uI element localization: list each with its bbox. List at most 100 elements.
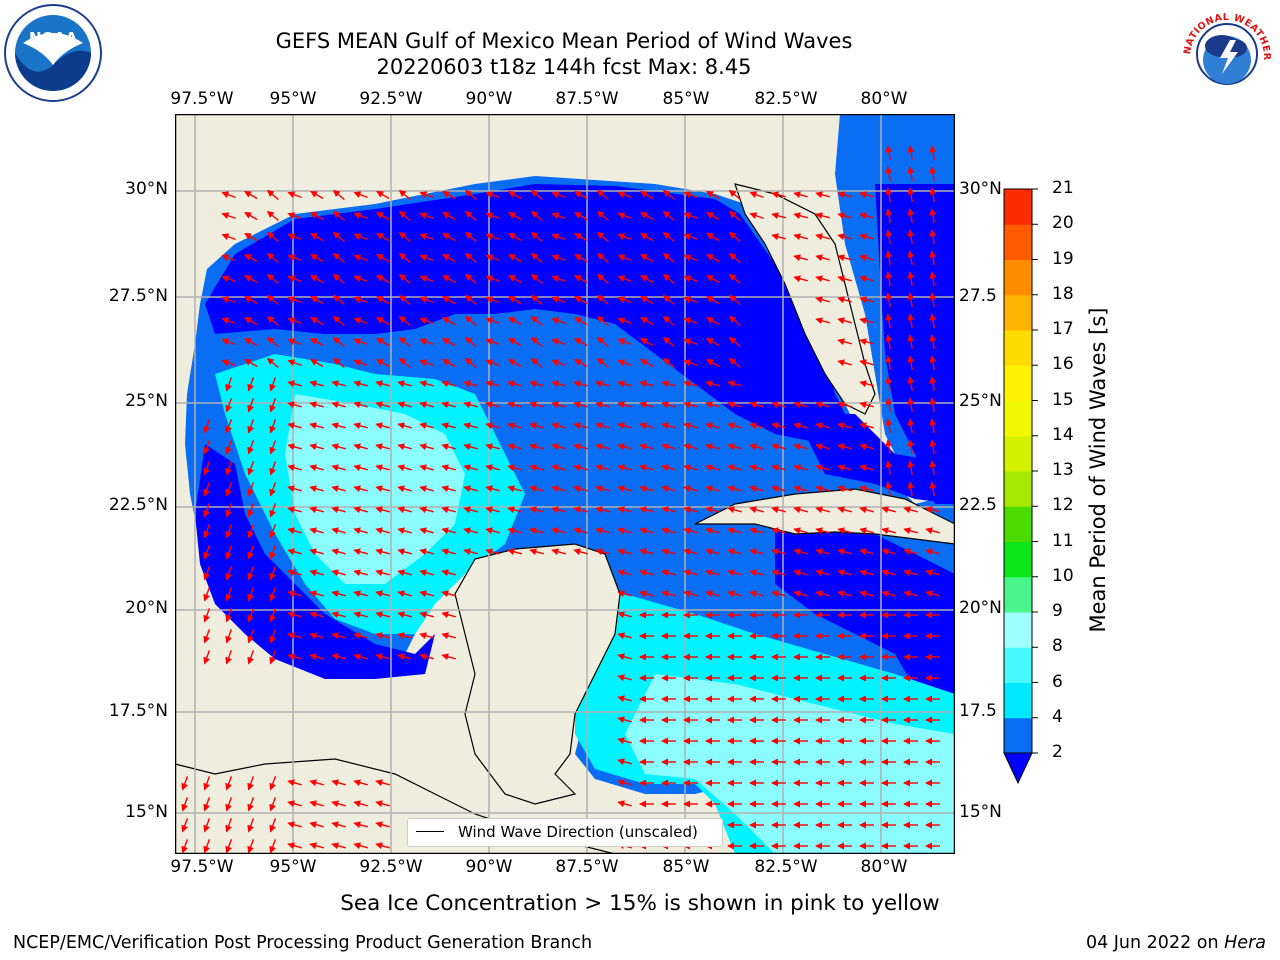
wind-wave-arrow xyxy=(596,210,609,222)
wind-wave-arrow xyxy=(221,338,236,346)
wind-wave-arrow xyxy=(309,401,324,409)
wind-wave-arrow xyxy=(353,548,368,556)
wind-wave-arrow xyxy=(309,422,324,430)
wind-wave-arrow xyxy=(398,273,411,285)
colorbar-tick-label: 17 xyxy=(1052,319,1074,339)
wind-wave-arrow xyxy=(247,629,255,644)
wind-wave-arrow xyxy=(728,357,741,369)
wind-wave-arrow xyxy=(907,376,915,392)
wind-wave-arrow xyxy=(793,422,808,430)
colorbar-tick-label: 15 xyxy=(1052,389,1074,410)
wind-wave-arrow xyxy=(885,187,893,203)
wind-wave-arrow xyxy=(815,317,830,325)
wind-wave-arrow xyxy=(485,443,500,451)
wind-wave-arrow xyxy=(859,359,874,367)
wind-wave-arrow xyxy=(331,506,346,514)
wind-wave-arrow xyxy=(375,821,390,829)
wind-wave-arrow xyxy=(705,548,720,556)
wind-wave-arrow xyxy=(771,422,786,430)
wind-wave-arrow xyxy=(508,295,522,305)
wind-wave-arrow xyxy=(639,401,654,409)
wind-wave-arrow xyxy=(639,464,654,472)
wind-wave-arrow xyxy=(485,254,500,262)
wind-wave-arrow xyxy=(464,357,477,369)
wind-wave-arrow xyxy=(397,590,412,598)
wind-wave-arrow xyxy=(376,274,390,284)
wind-wave-arrow xyxy=(441,464,456,472)
wind-wave-arrow xyxy=(442,190,456,200)
wind-wave-arrow xyxy=(640,295,654,305)
colorbar-segment xyxy=(1004,189,1032,225)
wind-wave-arrow xyxy=(771,527,786,535)
wind-wave-arrow xyxy=(617,590,632,598)
wind-wave-arrow xyxy=(793,569,808,577)
wind-wave-arrow xyxy=(925,527,940,535)
wind-wave-arrow xyxy=(508,337,522,347)
wind-wave-arrow xyxy=(441,590,456,598)
wind-wave-arrow xyxy=(793,590,808,598)
wind-wave-arrow xyxy=(419,422,434,430)
wind-wave-arrow xyxy=(375,632,390,640)
wind-wave-arrow xyxy=(485,464,500,472)
wind-wave-arrow xyxy=(573,401,588,409)
wind-wave-arrow xyxy=(464,273,477,285)
wind-wave-arrow xyxy=(247,818,255,833)
wind-wave-arrow xyxy=(181,776,189,791)
wind-wave-arrow xyxy=(287,800,302,808)
wind-wave-arrow xyxy=(837,401,852,409)
wind-wave-arrow xyxy=(815,296,830,304)
wind-wave-arrow xyxy=(859,317,874,325)
wind-wave-arrow xyxy=(225,398,233,413)
wind-wave-arrow xyxy=(287,296,302,304)
wind-wave-arrow xyxy=(485,506,500,514)
wind-wave-arrow xyxy=(463,443,478,451)
colorbar-segment xyxy=(1004,224,1032,260)
wind-wave-arrow xyxy=(463,380,478,388)
wind-wave-arrow xyxy=(353,380,368,388)
wind-wave-arrow xyxy=(464,189,477,201)
wind-wave-arrow xyxy=(596,252,609,264)
wind-wave-arrow xyxy=(907,313,915,329)
wind-wave-arrow xyxy=(683,464,698,472)
wind-wave-arrow xyxy=(221,254,236,262)
wind-wave-arrow xyxy=(269,608,277,623)
wind-wave-arrow xyxy=(907,250,915,266)
wind-wave-arrow xyxy=(907,229,915,245)
wind-wave-arrow xyxy=(907,187,915,203)
wind-wave-arrow xyxy=(728,336,741,348)
wind-wave-arrow xyxy=(225,545,233,560)
wind-wave-arrow xyxy=(419,359,434,367)
wind-wave-arrow xyxy=(771,569,786,577)
wind-wave-arrow xyxy=(683,569,698,577)
wind-wave-arrow xyxy=(331,632,346,640)
wind-wave-arrow xyxy=(727,569,742,577)
wind-wave-arrow xyxy=(266,231,279,243)
wind-wave-arrow xyxy=(464,336,477,348)
wind-wave-arrow xyxy=(244,232,258,242)
wind-wave-arrow xyxy=(683,338,698,346)
wind-wave-arrow xyxy=(442,337,456,347)
wind-wave-arrow xyxy=(793,254,808,262)
wind-wave-arrow xyxy=(397,548,412,556)
wind-wave-arrow xyxy=(929,376,937,392)
wind-wave-arrow xyxy=(508,274,522,284)
wind-wave-arrow xyxy=(771,191,786,199)
wind-wave-arrow xyxy=(859,401,874,409)
wind-wave-arrow xyxy=(441,527,456,535)
wind-wave-arrow xyxy=(815,527,830,535)
wind-wave-arrow xyxy=(485,422,500,430)
wind-wave-arrow xyxy=(244,211,258,221)
wind-wave-arrow xyxy=(530,231,543,243)
wind-wave-arrow xyxy=(617,569,632,577)
colorbar-segment xyxy=(1004,400,1032,437)
wind-wave-arrow xyxy=(310,211,324,221)
wind-wave-arrow xyxy=(815,422,830,430)
wind-wave-arrow xyxy=(551,443,566,451)
wind-wave-arrow xyxy=(595,548,610,556)
wind-wave-arrow xyxy=(419,485,434,493)
colorbar-segment xyxy=(1004,259,1032,296)
wind-wave-arrow xyxy=(375,779,390,787)
wind-wave-arrow xyxy=(727,527,742,535)
wind-wave-arrow xyxy=(885,229,893,245)
wind-wave-arrow xyxy=(885,376,893,392)
